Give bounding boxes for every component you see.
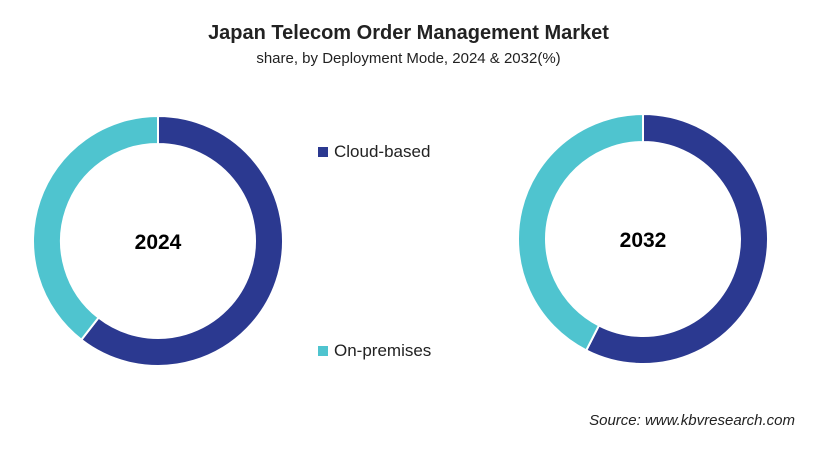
source-note: Source: www.kbvresearch.com	[589, 412, 795, 429]
legend-item-on-premises: On-premises	[318, 341, 431, 361]
donut-center-label: 2024	[135, 231, 182, 254]
legend-swatch-cloud-based	[318, 147, 328, 157]
chart-subtitle: share, by Deployment Mode, 2024 & 2032(%…	[256, 50, 561, 67]
donut-slice-2024-cloud-based	[79, 114, 284, 367]
chart-title: Japan Telecom Order Management Market	[208, 22, 609, 44]
legend-swatch-on-premises	[318, 346, 328, 356]
donut-slice-2032-on-premises	[517, 112, 644, 352]
donut-slice-2024-on-premises	[32, 114, 159, 342]
legend-label: On-premises	[334, 341, 432, 360]
legend-item-cloud-based: Cloud-based	[318, 142, 430, 162]
donut-slice-2032-cloud-based	[584, 112, 769, 365]
donut-center-label: 2032	[620, 229, 667, 252]
legend-label: Cloud-based	[334, 142, 431, 161]
